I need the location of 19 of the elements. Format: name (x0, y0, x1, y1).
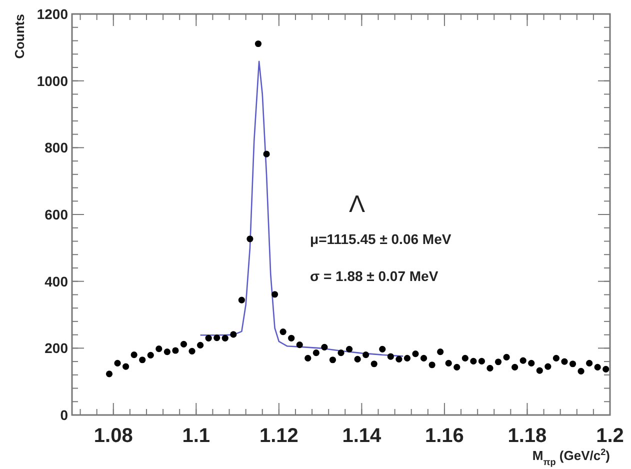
y-tick-label: 800 (44, 140, 68, 156)
x-tick-label: 1.16 (424, 425, 464, 447)
y-tick-label: 400 (44, 273, 68, 290)
annotation: μ=1115.45 ± 0.06 MeV (310, 231, 452, 247)
y-tick-label: 600 (44, 206, 68, 222)
annotation: Λ (348, 191, 366, 218)
x-axis-title: M$_{πp}$ (GeV/c$^{2}$) (532, 447, 610, 467)
y-axis-title: Counts (12, 14, 27, 59)
x-tick-label: 1.1 (182, 425, 210, 447)
y-tick-label: 1000 (36, 72, 68, 89)
x-tick-label: 1.2 (596, 425, 624, 447)
x-tick-label: 1.14 (342, 425, 382, 447)
x-tick-label: 1.12 (259, 425, 298, 447)
x-tick-label: 1.08 (94, 425, 133, 447)
y-tick-label: 200 (44, 340, 68, 356)
annotation: σ = 1.88 ± 0.07 MeV (310, 268, 439, 284)
x-tick-label: 1.18 (508, 425, 547, 447)
y-tick-label: 1200 (36, 6, 68, 22)
y-tick-label: 0 (60, 407, 68, 423)
